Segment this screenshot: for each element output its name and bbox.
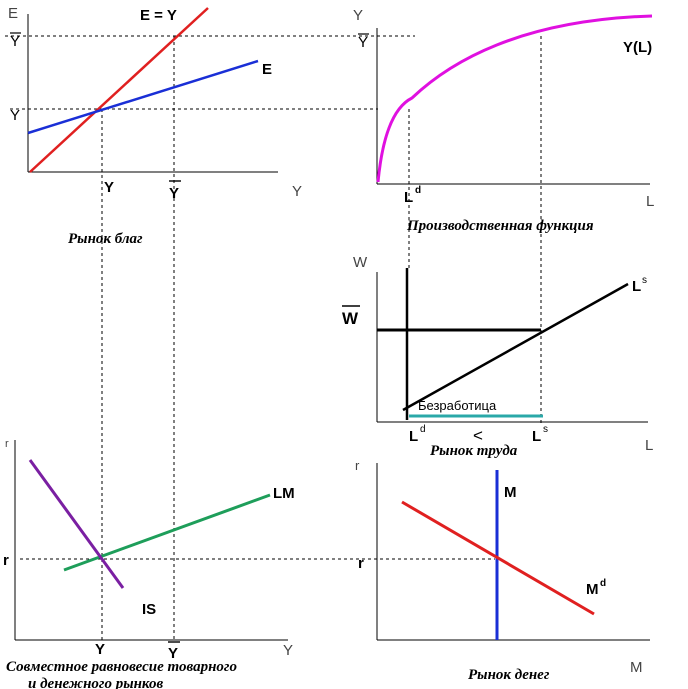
labor-ls-sup: s: [642, 275, 647, 286]
money-market-panel: r M r M M d Рынок денег: [355, 458, 650, 683]
goods-x-axis-label: Y: [292, 183, 302, 200]
money-demand-line: [401, 500, 595, 616]
labor-ls2-label: L: [532, 428, 541, 445]
prod-x-axis-label: L: [646, 193, 654, 210]
islm-caption-line1: Совместное равновесие товарного: [6, 659, 237, 675]
goods-market-caption: Рынок благ: [68, 231, 143, 247]
money-supply-label: M: [504, 484, 517, 501]
money-r-label: r: [358, 555, 364, 572]
money-y-axis-label: r: [355, 458, 360, 473]
is-lm-panel: r Y r LM IS Y Y Совместное равновесие то…: [3, 438, 495, 689]
prod-ybar-label: Y: [358, 34, 368, 51]
is-curve: [28, 459, 125, 589]
islm-caption-line2: и денежного рынков: [28, 676, 163, 689]
production-curve-label: Y(L): [623, 39, 652, 56]
labor-less-than: <: [473, 426, 483, 445]
expenditure-line: [27, 59, 259, 135]
goods-ybar-label: Y: [10, 33, 20, 50]
labor-market-panel: W L W L s Безработица L d < L s Рынок тр…: [342, 254, 653, 459]
money-demand-sup: d: [600, 578, 606, 589]
is-label: IS: [142, 601, 156, 618]
islm-r-label: r: [3, 552, 9, 569]
line-45-label: E = Y: [140, 7, 177, 24]
line-45-degree: [29, 7, 209, 173]
production-curve: [376, 14, 653, 183]
islm-x-y-label: Y: [95, 641, 105, 658]
labor-ls2-sup: s: [543, 424, 548, 435]
goods-x-ybar-label: Y: [169, 185, 179, 202]
expenditure-label: E: [262, 61, 272, 78]
production-function-caption: Производственная функция: [406, 218, 594, 234]
islm-y-axis-label: r: [5, 438, 9, 450]
labor-x-axis-label: L: [645, 437, 653, 454]
labor-ld-sup: d: [420, 424, 426, 435]
goods-market-panel: E Y Y Y E = Y E Y Y Рынок благ: [5, 5, 415, 640]
money-x-axis-label: M: [630, 659, 643, 676]
money-demand-label: M: [586, 581, 599, 598]
prod-ld-label: L: [404, 189, 413, 206]
labor-market-caption: Рынок труда: [430, 443, 518, 459]
labor-supply-line: [402, 282, 629, 412]
production-function-panel: Y L Y Y(L) L d Производственная функция: [353, 7, 654, 425]
labor-ls-label: L: [632, 278, 641, 295]
labor-ld-label: L: [409, 428, 418, 445]
prod-ld-sup: d: [415, 185, 421, 196]
islm-x-axis-label: Y: [283, 642, 293, 659]
goods-x-y-label: Y: [104, 179, 114, 196]
prod-y-axis-label: Y: [353, 7, 363, 24]
goods-y-axis-label: E: [8, 5, 18, 22]
unemployment-label: Безработица: [418, 398, 497, 413]
goods-y-label: Y: [10, 107, 20, 124]
money-market-caption: Рынок денег: [468, 667, 550, 683]
lm-label: LM: [273, 485, 295, 502]
islm-x-ybar-label: Y: [168, 645, 178, 662]
labor-wbar-label: W: [342, 309, 359, 328]
lm-curve: [63, 493, 271, 572]
labor-y-axis-label: W: [353, 254, 368, 271]
